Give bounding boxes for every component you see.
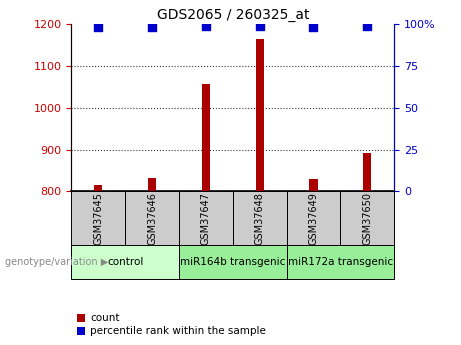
Point (202, 23, 210, 29)
Bar (287, 191, 340, 245)
Bar (256, 39, 264, 191)
Text: miR164b transgenic: miR164b transgenic (180, 257, 285, 267)
Point (310, 25, 317, 30)
Point (148, 25, 156, 30)
Legend: count, percentile rank within the sample: count, percentile rank within the sample (77, 313, 266, 336)
Bar (287, 245, 394, 279)
Bar (95, 185, 102, 191)
Bar (71, 191, 125, 245)
Bar (125, 191, 179, 245)
Bar (71, 245, 179, 279)
Text: GSM37650: GSM37650 (362, 192, 372, 245)
Bar (309, 179, 318, 191)
Text: GSM37646: GSM37646 (147, 192, 157, 245)
Title: GDS2065 / 260325_at: GDS2065 / 260325_at (157, 8, 309, 22)
Text: genotype/variation ▶: genotype/variation ▶ (5, 257, 108, 267)
Bar (148, 178, 156, 191)
Point (256, 23, 263, 29)
Bar (179, 245, 287, 279)
Point (364, 23, 371, 29)
Bar (233, 191, 287, 245)
Text: GSM37647: GSM37647 (201, 192, 211, 245)
Text: GSM37649: GSM37649 (308, 192, 319, 245)
Bar (179, 191, 233, 245)
Text: control: control (107, 257, 143, 267)
Bar (340, 191, 394, 245)
Bar (202, 84, 210, 191)
Text: GSM37648: GSM37648 (254, 192, 265, 245)
Text: GSM37645: GSM37645 (93, 192, 103, 245)
Point (95, 25, 102, 30)
Text: miR172a transgenic: miR172a transgenic (288, 257, 393, 267)
Bar (363, 152, 371, 191)
